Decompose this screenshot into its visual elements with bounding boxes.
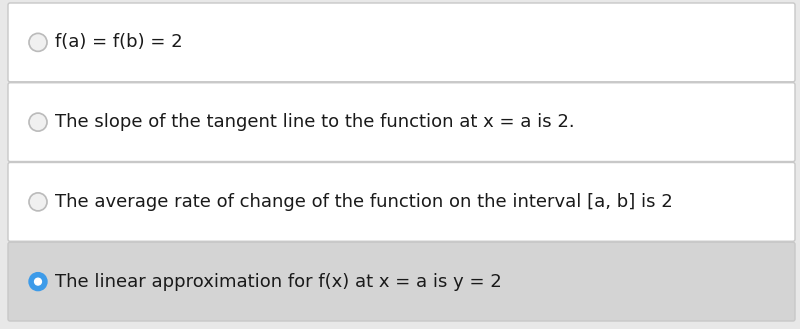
Text: The average rate of change of the function on the interval [a, b] is 2: The average rate of change of the functi… [55, 193, 673, 211]
Ellipse shape [34, 278, 42, 285]
Ellipse shape [29, 193, 47, 211]
Text: The linear approximation for f(x) at x = a is y = 2: The linear approximation for f(x) at x =… [55, 273, 502, 291]
FancyBboxPatch shape [8, 163, 795, 241]
Text: f(a) = f(b) = 2: f(a) = f(b) = 2 [55, 33, 182, 51]
Text: The slope of the tangent line to the function at x = a is 2.: The slope of the tangent line to the fun… [55, 113, 574, 131]
Ellipse shape [29, 113, 47, 131]
FancyBboxPatch shape [8, 83, 795, 162]
FancyBboxPatch shape [8, 3, 795, 82]
Ellipse shape [29, 273, 47, 291]
FancyBboxPatch shape [8, 242, 795, 321]
Ellipse shape [29, 33, 47, 51]
